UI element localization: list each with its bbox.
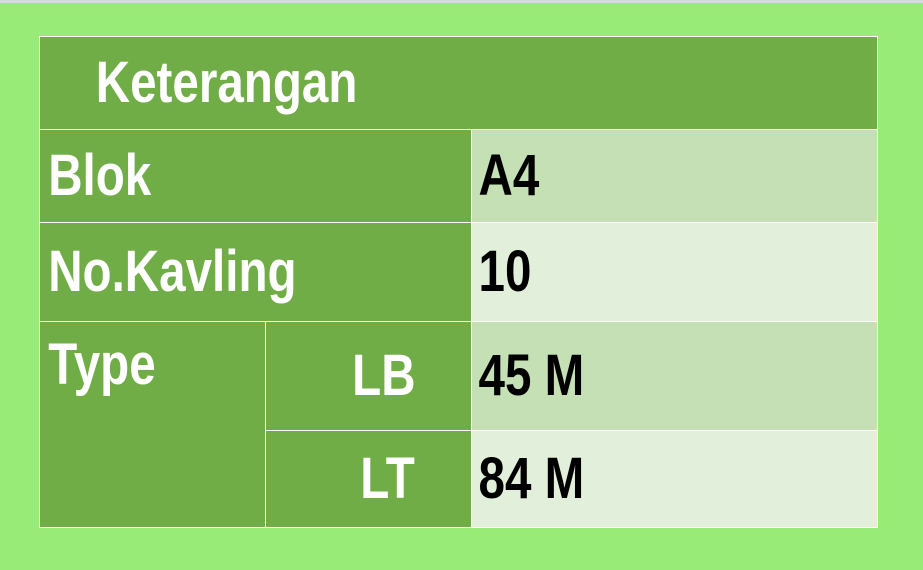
type-label: Type: [48, 332, 156, 397]
lt-value: 84 M: [478, 446, 585, 511]
header-cell[interactable]: Keterangan: [38, 36, 879, 130]
header-row: Keterangan: [38, 36, 879, 130]
kavling-value: 10: [478, 239, 532, 304]
lt-value-cell[interactable]: 84 M: [470, 430, 879, 528]
kavling-label: No.Kavling: [48, 239, 297, 304]
lb-value-cell[interactable]: 45 M: [470, 321, 879, 431]
keterangan-table: Keterangan Blok A4 No.Kavling 10 Type LB…: [38, 36, 879, 528]
table-row-kavling: No.Kavling 10: [39, 222, 879, 322]
blok-value-cell[interactable]: A4: [470, 129, 879, 223]
blok-value: A4: [478, 143, 540, 208]
type-label-cell[interactable]: Type: [39, 321, 266, 528]
kavling-label-cell[interactable]: No.Kavling: [39, 222, 472, 322]
blok-label: Blok: [48, 143, 152, 208]
lt-label-cell[interactable]: LT: [265, 430, 472, 528]
table-row-lt: LT 84 M: [40, 430, 879, 528]
lb-label-cell[interactable]: LB: [265, 321, 472, 431]
blok-label-cell[interactable]: Blok: [39, 129, 472, 223]
table-row-lb: Type LB 45 M: [39, 321, 879, 528]
lb-value: 45 M: [478, 343, 585, 408]
lb-label: LB: [351, 343, 416, 408]
kavling-value-cell[interactable]: 10: [470, 222, 879, 322]
table-row-blok: Blok A4: [39, 129, 879, 223]
header-title: Keterangan: [95, 50, 358, 115]
lt-label: LT: [360, 446, 416, 511]
